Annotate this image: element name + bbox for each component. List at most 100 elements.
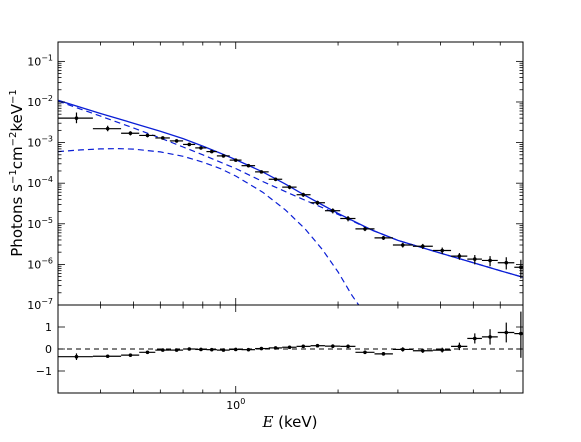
data-point-marker — [128, 131, 133, 136]
data-point-marker — [504, 330, 509, 335]
data-point-marker — [145, 350, 150, 355]
spectrum-point-24 — [451, 253, 468, 260]
data-point-marker — [315, 200, 320, 205]
data-point-marker — [488, 335, 492, 339]
residuals-plot-area — [58, 311, 523, 360]
data-point-marker — [457, 344, 462, 349]
residual-point-5 — [169, 348, 184, 352]
spectrum-y-axis-label: Photons s−1cm−2keV−1 — [8, 89, 26, 256]
y-tick-label: 10−7 — [27, 297, 53, 312]
spectrum-point-17 — [324, 208, 341, 214]
x-tick-label: 100 — [226, 397, 245, 412]
residual-point-13 — [268, 346, 283, 350]
residual-y-tick-label: −1 — [36, 365, 52, 378]
spectrum-point-10 — [229, 158, 242, 162]
spectrum-point-18 — [340, 216, 356, 222]
data-point-marker — [472, 336, 477, 341]
data-point-marker — [209, 149, 214, 154]
spectrum-point-6 — [183, 142, 196, 147]
residual-point-7 — [195, 347, 207, 352]
residual-point-8 — [206, 347, 217, 352]
data-point-marker — [363, 227, 367, 231]
thermal-component-curve — [58, 147, 360, 305]
spectrum-ticks: 10−7 10−6 10−5 10−4 10−3 10−2 10−1 — [27, 53, 523, 312]
residual-point-26 — [481, 329, 498, 345]
y-tick-label: 10−2 — [27, 94, 53, 109]
data-point-marker — [233, 158, 238, 162]
data-point-marker — [174, 139, 179, 143]
residual-point-19 — [355, 350, 375, 355]
spectrum-point-22 — [412, 243, 433, 249]
residuals-ticks: −1 0 1 — [36, 321, 523, 378]
y-tick-label: 10−3 — [27, 135, 53, 150]
data-point-marker — [199, 347, 203, 352]
data-point-marker — [440, 348, 445, 352]
data-point-marker — [209, 347, 214, 352]
data-point-marker — [160, 348, 165, 352]
residual-point-27 — [497, 322, 515, 343]
y-tick-label: 10−4 — [27, 175, 53, 190]
residual-point-14 — [282, 345, 297, 350]
data-point-marker — [331, 344, 335, 348]
residual-point-11 — [241, 347, 256, 352]
data-point-marker — [287, 185, 292, 189]
residual-point-28 — [514, 311, 523, 358]
data-point-marker — [301, 192, 306, 197]
spectrum-point-27 — [497, 257, 515, 270]
data-point-marker — [199, 146, 203, 150]
total-model-curve — [58, 99, 523, 278]
data-point-marker — [174, 348, 179, 352]
y-tick-label: 10−6 — [27, 256, 53, 271]
data-point-marker — [246, 163, 251, 168]
spectrum-point-2 — [121, 131, 140, 136]
data-point-marker — [472, 257, 477, 261]
residual-point-6 — [183, 347, 196, 351]
residual-point-18 — [340, 344, 356, 349]
residual-point-21 — [392, 347, 413, 352]
spectrum-point-13 — [268, 177, 283, 182]
data-point-marker — [381, 236, 386, 240]
data-point-marker — [457, 254, 462, 258]
spectrum-point-5 — [169, 139, 184, 143]
data-point-marker — [315, 343, 320, 348]
residual-y-tick-label: 1 — [45, 321, 52, 334]
spectrum-plot-area — [58, 99, 523, 305]
data-point-marker — [221, 348, 226, 352]
data-point-marker — [488, 258, 492, 263]
residuals-axes-frame — [57, 304, 524, 394]
spectrum-point-7 — [195, 146, 207, 150]
residual-point-20 — [374, 352, 393, 356]
spectrum-point-1 — [92, 125, 122, 132]
residual-data-points — [58, 311, 523, 360]
data-point-marker — [160, 136, 165, 140]
data-point-marker — [331, 208, 335, 213]
spectrum-axes-frame — [57, 41, 524, 306]
data-point-marker — [145, 133, 150, 138]
residual-point-9 — [216, 348, 230, 352]
data-point-marker — [273, 177, 278, 182]
residual-y-tick-label: 0 — [45, 343, 52, 356]
data-point-marker — [259, 346, 264, 351]
residual-point-17 — [324, 344, 341, 348]
data-point-marker — [400, 243, 405, 247]
data-point-marker — [440, 248, 445, 253]
spectrum-point-14 — [282, 185, 297, 190]
data-point-marker — [187, 347, 192, 351]
spectrum-point-4 — [155, 136, 170, 140]
data-point-marker — [301, 344, 306, 349]
spectrum-point-21 — [392, 242, 413, 248]
residual-point-10 — [229, 347, 242, 352]
y-tick-label: 10−1 — [27, 53, 53, 68]
spectrum-point-12 — [255, 170, 269, 174]
residual-point-1 — [92, 354, 122, 359]
data-point-marker — [221, 154, 226, 158]
residual-point-0 — [58, 353, 93, 360]
data-point-marker — [363, 350, 367, 355]
data-point-marker — [381, 352, 386, 356]
data-point-marker — [74, 354, 79, 359]
x-axis-ticks: 100 — [100, 42, 501, 412]
residual-point-22 — [412, 348, 433, 353]
spectrum-point-9 — [216, 154, 230, 158]
